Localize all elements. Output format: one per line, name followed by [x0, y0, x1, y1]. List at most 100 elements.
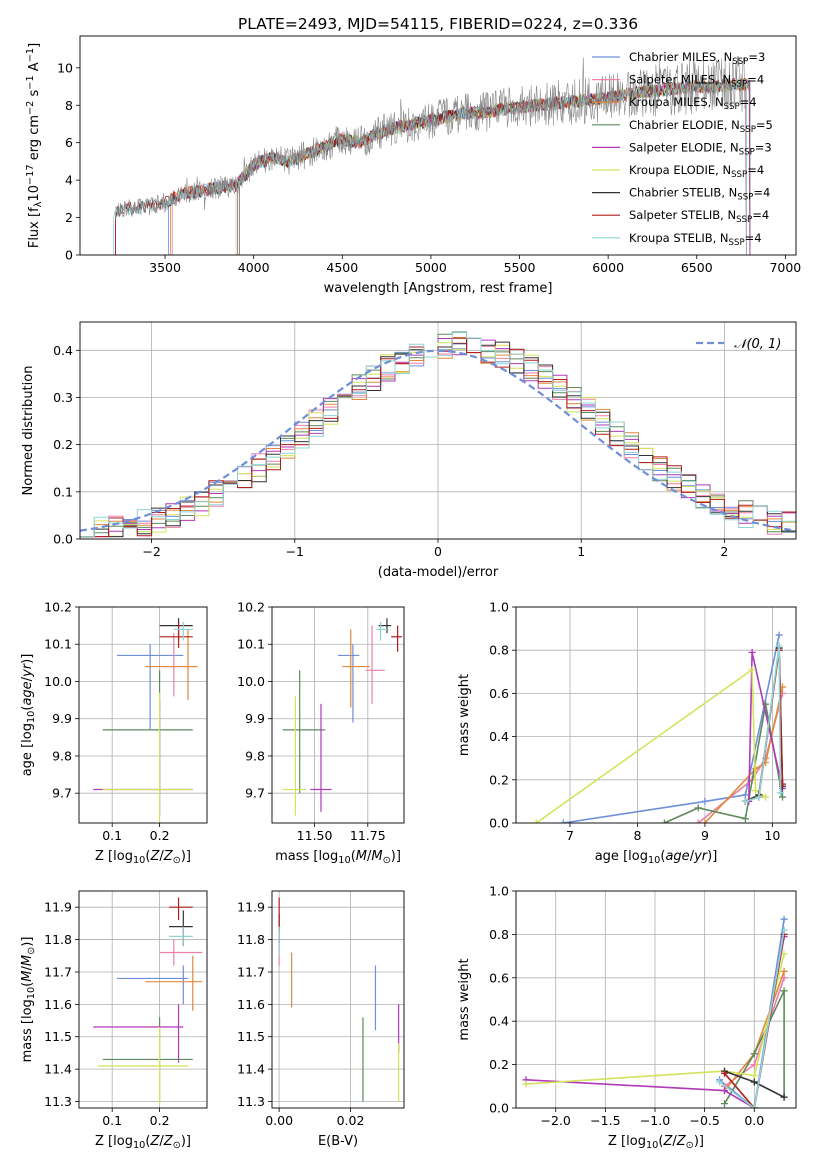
y-tick-label: 1.0 [489, 600, 509, 615]
weight-point-marker [532, 819, 540, 823]
weight-point-marker [752, 787, 760, 795]
weight-vs-metallicity-x-axis-label: Z [log10(Z/Z⊙)] [608, 1134, 704, 1151]
legend-label: Salpeter ELODIE, NSSP=3 [629, 140, 772, 157]
weight-point-marker [780, 1093, 788, 1101]
spectrum-plot-area [113, 55, 751, 255]
y-tick-label: 9.7 [245, 786, 265, 801]
x-tick-label: 3500 [149, 260, 181, 275]
legend-label: Kroupa MILES, NSSP=4 [629, 95, 757, 112]
x-tick-label: 0 [434, 544, 442, 559]
y-tick-label: 9.8 [245, 748, 265, 763]
legend-label: Chabrier ELODIE, NSSP=5 [629, 118, 773, 135]
y-tick-label: 11.3 [44, 1094, 72, 1109]
y-tick-label: 10.1 [44, 637, 72, 652]
x-tick-label: 0.02 [337, 1113, 365, 1128]
mass-vs-metallicity-panel: 0.1 0.2 11.3 11.4 11.5 11.6 11.7 11.8 11.9 Z [log… [20, 890, 208, 1151]
residuals-panel: −2 −1 0 1 2 0.0 0.1 0.2 0.3 0.4 (data-model)/error… [21, 321, 797, 580]
age-vs-metallicity-plot-area [93, 618, 198, 823]
weight-series-line [563, 634, 780, 823]
weight-series-line [745, 645, 782, 803]
x-tick-label: 4000 [238, 260, 270, 275]
y-tick-label: 11.7 [44, 964, 72, 979]
x-tick-label: 11.50 [297, 828, 333, 843]
errorbar-point [169, 910, 193, 947]
weight-point-marker [750, 1104, 758, 1108]
y-tick-label: 11.6 [237, 997, 265, 1012]
weight-vs-age-panel: 7 8 9 10 0.0 0.2 0.4 0.6 0.8 1.0 age [log10(age/yr… [457, 600, 797, 866]
weight-vs-metallicity-panel: −2.0 −1.5 −1.0 −0.5 0.0 0.0 0.2 0.4 0.6 0.8 1.0 Z [… [457, 884, 797, 1151]
weight-point-marker [721, 1069, 729, 1077]
x-tick-label: 0.2 [150, 828, 170, 843]
y-tick-label: 6 [65, 135, 73, 150]
weight-point-marker [701, 819, 709, 823]
x-tick-label: 1 [577, 544, 585, 559]
age-vs-metallicity-frame [78, 606, 208, 824]
x-tick-label: −0.5 [689, 1113, 719, 1128]
weight-point-marker [762, 793, 770, 801]
errorbar-point [310, 703, 332, 812]
weight-point-marker [741, 815, 749, 823]
errorbar-point [376, 621, 387, 641]
weight-point-marker [721, 1087, 729, 1095]
y-tick-label: 11.5 [44, 1029, 72, 1044]
age-vs-mass-frame [271, 606, 405, 824]
legend-label: Kroupa STELIB, NSSP=4 [629, 231, 762, 248]
x-tick-label: −1.0 [640, 1113, 670, 1128]
x-tick-label: 5500 [504, 260, 536, 275]
x-tick-label: 0.1 [102, 1113, 122, 1128]
residuals-legend: 𝒩(0, 1) [696, 337, 781, 352]
x-tick-label: −1 [286, 544, 304, 559]
y-tick-label: 1.0 [489, 884, 509, 899]
y-tick-label: 11.5 [237, 1029, 265, 1044]
errorbar-point [145, 955, 203, 1011]
errorbar-point [97, 1027, 189, 1105]
residual-histogram [80, 332, 796, 538]
y-tick-label: 11.8 [44, 932, 72, 947]
weight-point-marker [559, 819, 567, 823]
weight-point-marker [721, 1100, 729, 1108]
x-tick-label: 5000 [415, 260, 447, 275]
weight-point-marker [775, 642, 783, 650]
y-tick-label: 11.3 [237, 1094, 265, 1109]
errorbar-point [169, 926, 193, 947]
x-tick-label: 0.1 [102, 828, 122, 843]
weight-vs-age-frame [515, 606, 797, 824]
age-vs-mass-panel: 11.50 11.75 9.7 9.8 9.9 10.0 10.1 10.2 mass [log… [237, 600, 405, 866]
errorbar-point [102, 692, 193, 823]
x-tick-label: 10 [764, 828, 780, 843]
weight-vs-age-plot-area [532, 631, 787, 823]
y-tick-label: 9.9 [52, 711, 72, 726]
mass-vs-ebv-panel: 0.00 0.02 11.3 11.4 11.5 11.6 11.7 11.8 11.9 E(B-… [237, 890, 405, 1149]
x-tick-label: 0.00 [265, 1113, 293, 1128]
y-tick-label: 11.8 [237, 932, 265, 947]
errorbar-point [169, 897, 193, 921]
weight-series-line [704, 686, 784, 823]
x-tick-label: 9 [701, 828, 709, 843]
errorbar-point [342, 629, 370, 708]
weight-point-marker [522, 1080, 530, 1088]
weight-point-marker [748, 648, 756, 656]
spectrum-frame [79, 35, 797, 256]
x-tick-label: 11.75 [350, 828, 386, 843]
y-tick-label: 0 [65, 248, 73, 263]
x-tick-label: 6000 [592, 260, 624, 275]
errorbar-point [93, 700, 193, 816]
y-tick-label: 0.6 [489, 970, 509, 985]
weight-series-line [535, 668, 767, 823]
legend-label: Chabrier STELIB, NSSP=4 [629, 186, 770, 203]
mass-vs-metallicity-y-axis-label: mass [log10(M/M⊙)] [20, 937, 37, 1063]
mass-vs-ebv-x-axis-label: E(B-V) [318, 1134, 358, 1149]
y-tick-label: 10.1 [237, 637, 265, 652]
weight-vs-metallicity-plot-area [522, 915, 788, 1108]
residual-histogram [80, 337, 796, 538]
weight-point-marker [775, 631, 783, 639]
residuals-x-axis-label: (data-model)/error [378, 565, 499, 580]
residuals-plot-area [80, 331, 796, 538]
mass-vs-metallicity-frame [78, 890, 208, 1109]
age-vs-mass-grid [272, 606, 404, 823]
errorbar-point [282, 670, 326, 794]
y-tick-label: 10 [57, 60, 73, 75]
weight-point-marker [750, 1078, 758, 1086]
y-tick-label: 0.0 [489, 816, 509, 831]
y-tick-label: 10.0 [237, 674, 265, 689]
